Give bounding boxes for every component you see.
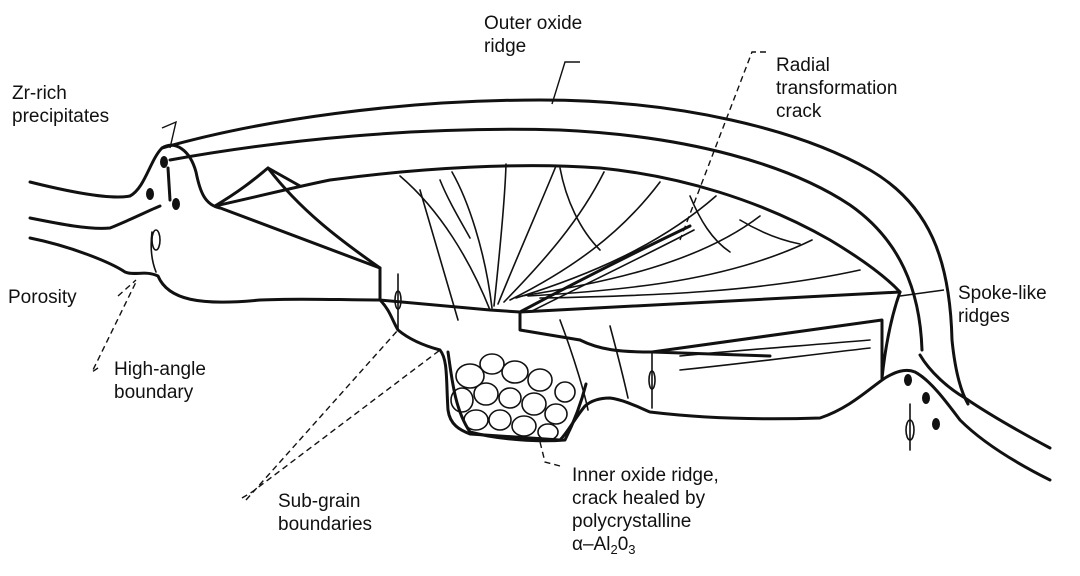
label-zr-precipitates: Zr-rich precipitates — [12, 82, 109, 128]
label-spoke-line1: Spoke-like — [958, 283, 1047, 304]
label-subgrain-line1: Sub-grain — [278, 491, 361, 512]
al-subscript: 2 — [610, 542, 618, 557]
o-subscript: 3 — [628, 542, 636, 557]
label-inner-oxide-ridge: Inner oxide ridge, crack healed by polyc… — [572, 464, 719, 561]
label-radial-crack-line2: transformation — [776, 78, 898, 99]
label-porosity-text: Porosity — [8, 287, 77, 308]
inner-plateau — [213, 164, 902, 380]
outer-oxide-ridge — [160, 98, 1052, 450]
label-inner-line4: α–Al203 — [572, 533, 719, 561]
label-radial-crack-line3: crack — [776, 101, 822, 122]
leader-lines — [90, 51, 945, 501]
label-high-angle-line2: boundary — [114, 382, 194, 403]
label-outer-oxide-ridge-line1: Outer oxide — [484, 13, 583, 34]
label-outer-oxide-ridge: Outer oxide ridge — [484, 12, 582, 58]
label-sub-grain-boundaries: Sub-grain boundaries — [278, 490, 372, 536]
label-radial-crack-line1: Radial — [776, 55, 830, 76]
zr-precipitates — [146, 156, 940, 430]
al-text: –Al — [582, 534, 611, 555]
label-spoke-like-ridges: Spoke-like ridges — [958, 282, 1047, 328]
label-inner-line3: polycrystalline — [572, 511, 692, 532]
substrate-outline — [28, 143, 1052, 482]
o-text: 0 — [617, 534, 629, 555]
label-high-angle-line1: High-angle — [114, 359, 206, 380]
label-porosity: Porosity — [8, 286, 77, 309]
label-high-angle-boundary: High-angle boundary — [114, 358, 206, 404]
spoke-ridges — [399, 163, 871, 411]
label-outer-oxide-ridge-line2: ridge — [484, 36, 527, 57]
label-spoke-line2: ridges — [958, 306, 1010, 327]
porosity-chain — [150, 166, 915, 451]
label-inner-line1: Inner oxide ridge, — [572, 465, 719, 486]
label-inner-line2: crack healed by — [572, 488, 706, 509]
alpha-symbol: α — [572, 534, 583, 555]
label-zr-line2: precipitates — [12, 106, 110, 127]
label-subgrain-line2: boundaries — [278, 514, 373, 535]
radial-crack — [518, 224, 695, 314]
polycrystalline-cluster — [446, 350, 588, 443]
label-radial-crack: Radial transformation crack — [776, 54, 897, 123]
label-zr-line1: Zr-rich — [12, 83, 67, 104]
